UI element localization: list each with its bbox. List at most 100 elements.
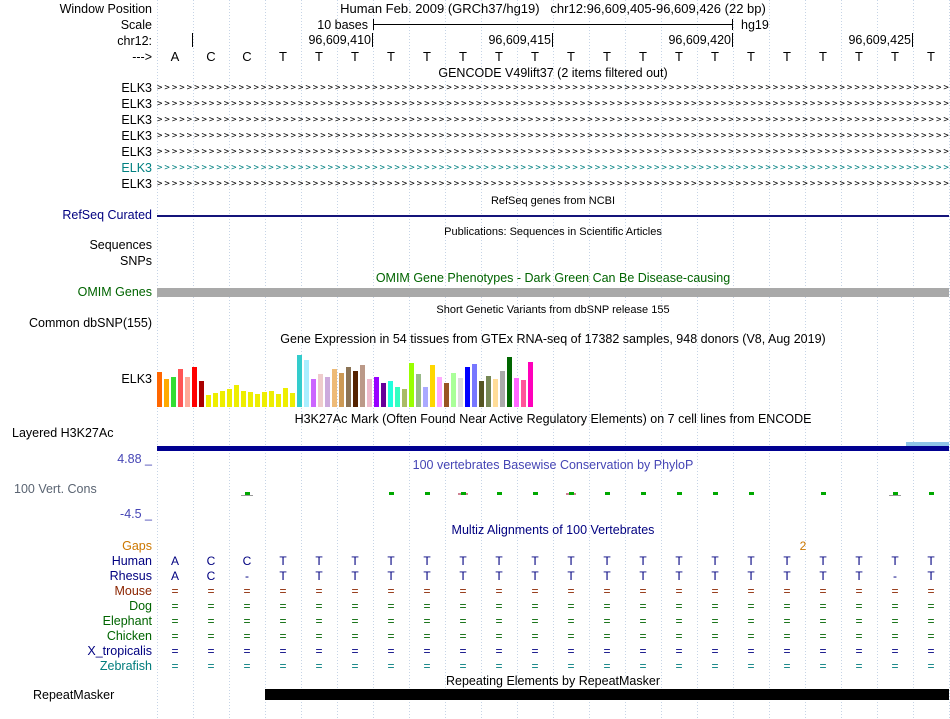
gencode-transcript-arrows[interactable]: >>>>>>>>>>>>>>>>>>>>>>>>>>>>>>>>>>>>>>>>…: [157, 163, 949, 173]
column-gridline: [445, 0, 446, 719]
alignment-base: =: [855, 614, 863, 628]
alignment-base: =: [423, 599, 431, 613]
publications-track-title[interactable]: Publications: Sequences in Scientific Ar…: [444, 226, 662, 238]
alignment-base: =: [279, 659, 287, 673]
alignment-base: =: [387, 599, 395, 613]
sequences-track-label[interactable]: Sequences: [89, 238, 152, 252]
gencode-gene-label[interactable]: ELK3: [121, 177, 152, 191]
alignment-base: T: [783, 554, 791, 568]
omim-genes-track-bar[interactable]: [157, 288, 949, 297]
multiz-track-title[interactable]: Multiz Alignments of 100 Vertebrates: [451, 523, 655, 537]
gencode-transcript-arrows[interactable]: >>>>>>>>>>>>>>>>>>>>>>>>>>>>>>>>>>>>>>>>…: [157, 131, 949, 141]
refseq-track-title[interactable]: RefSeq genes from NCBI: [490, 195, 616, 207]
alignment-base: =: [927, 659, 935, 673]
gencode-gene-label[interactable]: ELK3: [121, 81, 152, 95]
alignment-base: =: [603, 659, 611, 673]
alignment-base: T: [315, 569, 323, 583]
reference-base: T: [387, 49, 395, 64]
column-gridline: [373, 0, 374, 719]
reference-base: T: [639, 49, 647, 64]
conservation-positive-mark: [425, 492, 430, 495]
gencode-gene-label[interactable]: ELK3: [121, 129, 152, 143]
alignment-base: =: [927, 614, 935, 628]
alignment-base: =: [279, 644, 287, 658]
gencode-track-title[interactable]: GENCODE V49lift37 (2 items filtered out): [438, 66, 668, 80]
multiz-species-label[interactable]: Human: [111, 554, 152, 568]
layered-h3k27ac-label[interactable]: Layered H3K27Ac: [12, 426, 114, 440]
alignment-base: =: [567, 629, 575, 643]
conservation-positive-mark: [569, 492, 574, 495]
gencode-gene-label[interactable]: ELK3: [121, 161, 152, 175]
gtex-expression-bar: [192, 367, 197, 407]
gencode-transcript-arrows[interactable]: >>>>>>>>>>>>>>>>>>>>>>>>>>>>>>>>>>>>>>>>…: [157, 147, 949, 157]
alignment-base: =: [531, 659, 539, 673]
reference-base: T: [891, 49, 899, 64]
alignment-base: =: [531, 629, 539, 643]
alignment-base: =: [927, 644, 935, 658]
alignment-base: =: [207, 644, 215, 658]
gtex-expression-bar: [220, 391, 225, 407]
alignment-base: C: [206, 554, 216, 568]
multiz-species-label[interactable]: Rhesus: [109, 569, 152, 583]
repeatmasker-label[interactable]: RepeatMasker: [33, 688, 115, 702]
alignment-base: =: [459, 584, 467, 598]
gtex-track-title[interactable]: Gene Expression in 54 tissues from GTEx …: [280, 332, 826, 346]
coordinate-label: 96,609,420: [668, 33, 731, 47]
multiz-species-label[interactable]: Dog: [129, 599, 152, 613]
common-dbsnp-label[interactable]: Common dbSNP(155): [29, 316, 152, 330]
gtex-expression-bar: [416, 374, 421, 407]
h3k27ac-signal-bar[interactable]: [157, 446, 949, 451]
alignment-base: T: [567, 554, 575, 568]
multiz-species-label[interactable]: X_tropicalis: [87, 644, 152, 658]
gencode-transcript-arrows[interactable]: >>>>>>>>>>>>>>>>>>>>>>>>>>>>>>>>>>>>>>>>…: [157, 179, 949, 189]
gtex-expression-bar: [248, 392, 253, 407]
alignment-base: =: [603, 614, 611, 628]
gencode-gene-label[interactable]: ELK3: [121, 145, 152, 159]
gtex-expression-bar: [367, 379, 372, 407]
gencode-gene-label[interactable]: ELK3: [121, 97, 152, 111]
repeatmasker-track-title[interactable]: Repeating Elements by RepeatMasker: [445, 674, 660, 688]
h3k27ac-track-title[interactable]: H3K27Ac Mark (Often Found Near Active Re…: [294, 412, 812, 426]
conservation-positive-mark: [497, 492, 502, 495]
reference-base: A: [170, 49, 180, 64]
alignment-base: =: [279, 629, 287, 643]
conservation-track-title[interactable]: 100 vertebrates Basewise Conservation by…: [412, 458, 694, 472]
refseq-curated-label[interactable]: RefSeq Curated: [62, 208, 152, 222]
alignment-base: =: [243, 584, 251, 598]
gencode-transcript-arrows[interactable]: >>>>>>>>>>>>>>>>>>>>>>>>>>>>>>>>>>>>>>>>…: [157, 115, 949, 125]
alignment-base: =: [747, 599, 755, 613]
snps-track-label[interactable]: SNPs: [120, 254, 152, 268]
conservation-positive-mark: [677, 492, 682, 495]
gtex-expression-bar: [514, 378, 519, 407]
alignment-base: T: [279, 554, 287, 568]
column-gridline: [805, 0, 806, 719]
omim-track-title[interactable]: OMIM Gene Phenotypes - Dark Green Can Be…: [375, 271, 731, 285]
gencode-transcript-arrows[interactable]: >>>>>>>>>>>>>>>>>>>>>>>>>>>>>>>>>>>>>>>>…: [157, 99, 949, 109]
gencode-gene-label[interactable]: ELK3: [121, 113, 152, 127]
refseq-curated-track-bar[interactable]: [157, 215, 949, 217]
alignment-base: C: [206, 569, 216, 583]
conservation-track-label[interactable]: 100 Vert. Cons: [14, 482, 97, 496]
multiz-species-label[interactable]: Zebrafish: [99, 659, 152, 673]
gtex-expression-bar: [444, 383, 449, 407]
alignment-base: T: [495, 554, 503, 568]
alignment-base: =: [783, 584, 791, 598]
gtex-expression-bar: [178, 369, 183, 407]
alignment-base: =: [711, 659, 719, 673]
column-gridline: [841, 0, 842, 719]
dbsnp-track-title[interactable]: Short Genetic Variants from dbSNP releas…: [436, 304, 670, 316]
alignment-base: =: [459, 614, 467, 628]
conservation-positive-mark: [389, 492, 394, 495]
multiz-species-label[interactable]: Chicken: [106, 629, 152, 643]
multiz-species-label[interactable]: Mouse: [114, 584, 152, 598]
gtex-expression-bar: [262, 392, 267, 407]
multiz-species-label[interactable]: Elephant: [102, 614, 152, 628]
repeatmasker-bar[interactable]: [265, 689, 949, 700]
alignment-base: =: [639, 614, 647, 628]
omim-genes-label[interactable]: OMIM Genes: [77, 285, 152, 299]
alignment-base: T: [747, 554, 755, 568]
multiz-species-label[interactable]: Gaps: [122, 539, 152, 553]
alignment-base: -: [893, 569, 897, 583]
gencode-transcript-arrows[interactable]: >>>>>>>>>>>>>>>>>>>>>>>>>>>>>>>>>>>>>>>>…: [157, 83, 949, 93]
gtex-gene-label[interactable]: ELK3: [121, 372, 152, 386]
